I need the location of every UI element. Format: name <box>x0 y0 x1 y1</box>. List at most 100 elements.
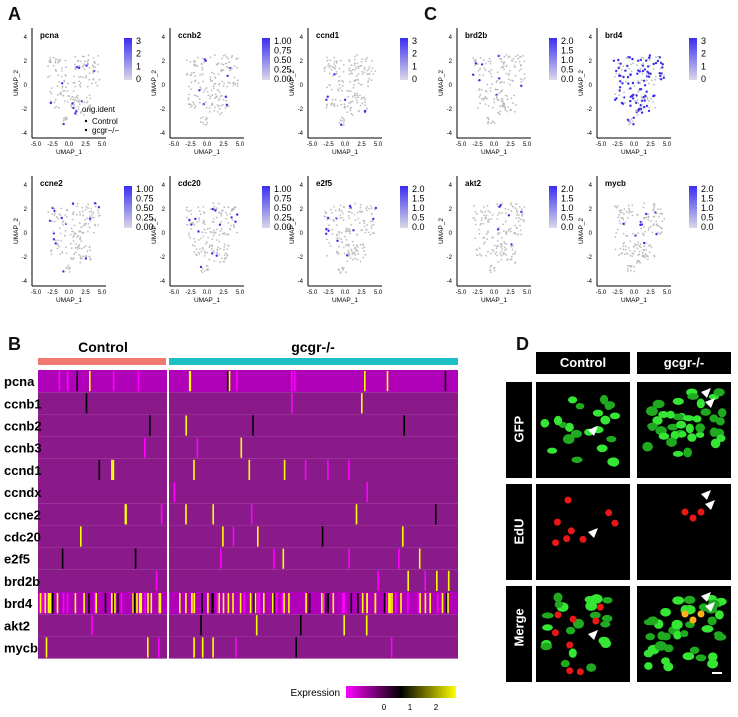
umap-cell-point <box>79 213 82 216</box>
umap-cell-point <box>647 72 651 75</box>
umap-cell-point <box>50 61 52 64</box>
heatmap-legend-tick: 0 <box>382 703 387 712</box>
umap-cell-point <box>637 80 639 82</box>
umap-cell-point <box>213 260 216 263</box>
umap-cell-point <box>354 94 357 97</box>
heatmap-cell <box>45 637 48 658</box>
umap-plot-brd4: 420-2-4-5.0 -2.5 0.0 2.5 5.0UMAP_1UMAP_2brd4… <box>578 28 706 156</box>
umap-cell-point <box>626 64 629 68</box>
umap-cell-point <box>370 205 372 207</box>
umap-cell-point <box>62 119 65 122</box>
umap-cell-point <box>61 221 64 224</box>
umap-cell-point <box>213 109 216 112</box>
gfp-cell <box>600 621 611 628</box>
umap-cell-point <box>336 239 339 242</box>
umap-cell-point <box>370 207 373 209</box>
heatmap-gene-label: ccnb3 <box>4 441 42 456</box>
umap-scale-tick: 2 <box>701 49 706 59</box>
umap-cell-point <box>641 73 644 75</box>
umap-cell-point <box>218 202 220 205</box>
umap-y-tick: -2 <box>298 107 304 113</box>
umap-cell-point <box>82 76 85 79</box>
umap-cell-point <box>622 245 625 248</box>
umap-cell-point <box>219 95 222 98</box>
umap-cell-point <box>634 233 637 236</box>
edu-cell <box>592 617 600 625</box>
umap-scale-tick: 0.25 <box>274 213 292 223</box>
umap-cell-point <box>347 249 350 252</box>
umap-cell-point <box>65 66 67 69</box>
umap-cell-point <box>614 236 617 238</box>
umap-cell-point <box>75 113 78 116</box>
umap-y-tick: -2 <box>160 107 166 113</box>
umap-cell-point <box>54 58 57 60</box>
umap-cell-point <box>487 231 489 234</box>
umap-cell-point <box>500 57 503 60</box>
arrowhead-icon <box>705 398 715 408</box>
umap-cell-point <box>195 254 198 257</box>
edu-cell <box>697 610 705 618</box>
umap-cell-point <box>505 212 507 214</box>
gfp-cell <box>643 649 654 658</box>
umap-cell-point <box>223 243 226 246</box>
umap-cell-point <box>210 89 213 92</box>
umap-cell-point <box>346 230 349 232</box>
umap-cell-point <box>83 246 85 249</box>
umap-cell-point <box>74 232 77 235</box>
umap-cell-point <box>370 212 373 215</box>
umap-cell-point <box>203 250 206 253</box>
umap-cell-point <box>197 239 200 241</box>
umap-cell-point <box>507 78 510 81</box>
umap-cell-point <box>627 247 630 249</box>
umap-cell-point <box>478 232 481 235</box>
umap-cell-point <box>643 216 646 219</box>
umap-cell-point <box>489 87 492 89</box>
umap-cell-point <box>643 99 646 102</box>
umap-cell-point <box>626 235 629 237</box>
edu-cell <box>681 610 689 618</box>
umap-cell-point <box>351 211 353 214</box>
umap-cell-point <box>503 230 505 233</box>
umap-cell-point <box>658 233 661 235</box>
umap-cell-point <box>363 246 366 249</box>
umap-cell-point <box>81 231 84 234</box>
gfp-cell <box>663 662 674 672</box>
heatmap-cell <box>226 371 229 392</box>
umap-cell-point <box>489 266 492 269</box>
heatmap-cell <box>132 593 134 614</box>
umap-x-tick: -2.5 <box>323 142 334 148</box>
umap-cell-point <box>370 60 373 62</box>
umap-cell-point <box>82 214 84 217</box>
umap-cell-point <box>655 232 658 236</box>
umap-cell-point <box>206 241 208 243</box>
heatmap-cell <box>222 593 225 614</box>
umap-cell-point <box>628 121 631 123</box>
umap-cell-point <box>635 101 638 105</box>
umap-cell-point <box>231 207 234 210</box>
umap-cell-point <box>479 57 482 59</box>
umap-cell-point <box>361 247 364 249</box>
umap-cell-point <box>357 217 360 220</box>
heatmap-cell <box>193 637 195 658</box>
umap-cell-point <box>54 61 57 64</box>
umap-cell-point <box>501 89 503 92</box>
heatmap-cell <box>173 482 176 503</box>
umap-cell-point <box>615 232 618 234</box>
umap-cell-point <box>354 92 356 95</box>
umap-cell-point <box>351 69 354 71</box>
umap-cell-point <box>520 229 522 232</box>
umap-cell-point <box>614 248 617 251</box>
umap-cell-point <box>619 65 621 68</box>
umap-cell-point <box>514 61 517 63</box>
umap-cell-point <box>64 59 67 62</box>
umap-cell-point <box>73 104 76 106</box>
umap-cell-point <box>363 225 366 228</box>
umap-cell-point <box>61 251 63 253</box>
umap-cell-point <box>187 98 190 101</box>
umap-cell-point <box>632 116 635 120</box>
heatmap-cell <box>254 593 257 614</box>
group-label-control: Control <box>78 339 128 355</box>
umap-cell-point <box>368 77 371 80</box>
umap-cell-point <box>220 221 222 223</box>
umap-cell-point <box>89 257 92 260</box>
